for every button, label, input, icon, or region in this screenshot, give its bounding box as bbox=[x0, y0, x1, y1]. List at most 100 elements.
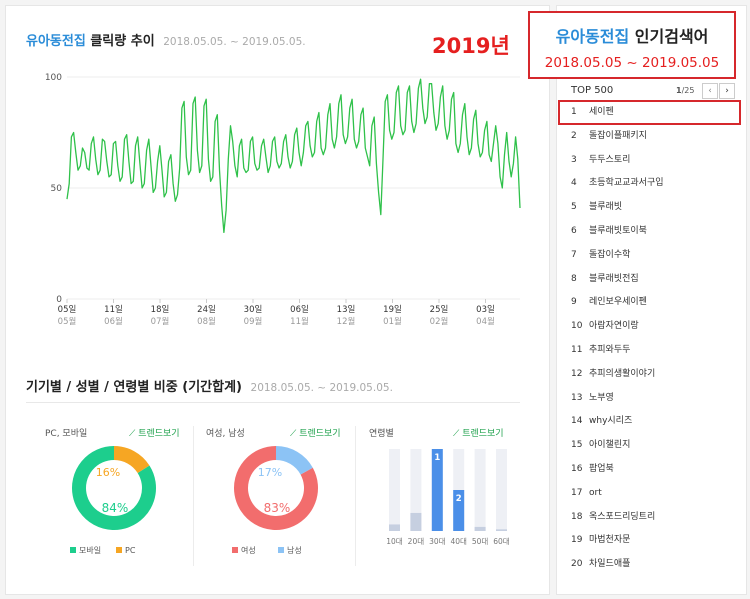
rank-number: 8 bbox=[571, 273, 577, 284]
legend-swatch-mobile bbox=[70, 547, 76, 553]
rank-number: 11 bbox=[571, 344, 583, 355]
chevron-right-icon: › bbox=[725, 86, 729, 96]
list-item[interactable]: 1 세이펜 bbox=[563, 101, 743, 125]
trend-label: 트렌드보기 bbox=[299, 429, 341, 439]
age-bar-label: 10대 bbox=[386, 537, 403, 546]
age-trend-link[interactable]: ⟋ 트렌드보기 bbox=[453, 426, 504, 439]
legend-swatch-female bbox=[232, 547, 238, 553]
age-bar-label: 30대 bbox=[429, 537, 446, 546]
rank-number: 5 bbox=[571, 202, 577, 213]
x-tick-day: 13일 bbox=[337, 305, 356, 315]
pager: 1/25 bbox=[676, 86, 694, 95]
list-item[interactable]: 4 초등학교교과서구입 bbox=[563, 172, 743, 196]
y-tick-label: 100 bbox=[45, 73, 62, 83]
age-bar bbox=[389, 524, 400, 531]
list-item[interactable]: 13 노부영 bbox=[563, 387, 743, 411]
list-item[interactable]: 12 추피의생활이야기 bbox=[563, 363, 743, 387]
rank-number: 10 bbox=[571, 321, 583, 332]
keyword-name: 돌잡이수학 bbox=[589, 249, 631, 260]
donut-slice-female bbox=[234, 446, 318, 530]
list-item[interactable]: 19 마법천자문 bbox=[563, 529, 743, 553]
x-tick-month: 11월 bbox=[290, 316, 309, 327]
list-item[interactable]: 15 아이챌린지 bbox=[563, 434, 743, 458]
gender-label: 여성, 남성 bbox=[206, 429, 245, 439]
list-item[interactable]: 2 돌잡이플패키지 bbox=[563, 125, 743, 149]
list-item[interactable]: 18 옥스포드리딩트리 bbox=[563, 506, 743, 530]
highlight-title: 유아동전집 인기검색어 bbox=[530, 23, 734, 47]
prev-page-button[interactable]: ‹ bbox=[702, 83, 718, 99]
rank-number: 14 bbox=[571, 416, 583, 427]
panel-divider bbox=[355, 426, 356, 566]
list-item[interactable]: 10 아람자연이랑 bbox=[563, 315, 743, 339]
y-tick-label: 50 bbox=[51, 184, 63, 194]
list-item[interactable]: 3 두두스토리 bbox=[563, 149, 743, 173]
x-tick-month: 04월 bbox=[476, 316, 495, 327]
rank-highlight-box bbox=[558, 100, 741, 125]
highlight-keyword: 유아동전집 bbox=[555, 27, 630, 46]
trend-label: 트렌드보기 bbox=[138, 429, 180, 439]
keyword-name: 블루래빗전집 bbox=[589, 273, 639, 284]
keyword-name: 마법천자문 bbox=[589, 535, 631, 546]
list-item[interactable]: 6 블루래빗토이북 bbox=[563, 220, 743, 244]
age-label: 연령별 bbox=[369, 429, 394, 439]
x-tick-month: 08월 bbox=[197, 316, 216, 327]
x-tick-month: 02월 bbox=[430, 316, 449, 327]
click-trend-chart: 10050005일05월11일06월18일07월24일08월30일09월06일1… bbox=[45, 73, 521, 327]
x-tick-month: 09월 bbox=[244, 316, 263, 327]
next-page-button[interactable]: › bbox=[719, 83, 735, 99]
list-item[interactable]: 14 why시리즈 bbox=[563, 410, 743, 434]
device-panel: PC, 모바일 ⟋ 트렌드보기 bbox=[45, 420, 195, 570]
legend-swatch-male bbox=[278, 547, 284, 553]
breakdown-title: 기기별 / 성별 / 연령별 비중 (기간합계) 2018.05.05. ~ 2… bbox=[26, 376, 393, 395]
x-tick-month: 05월 bbox=[58, 316, 77, 327]
highlight-date-range: 2018.05.05 ~ 2019.05.05 bbox=[544, 55, 720, 71]
age-bar bbox=[453, 490, 465, 531]
x-tick-day: 11일 bbox=[104, 305, 123, 315]
right-panel bbox=[556, 5, 747, 595]
keyword-name: 추피의생활이야기 bbox=[589, 368, 656, 379]
device-trend-link[interactable]: ⟋ 트렌드보기 bbox=[129, 426, 180, 439]
list-item[interactable]: 20 차일드애플 bbox=[563, 553, 743, 577]
keyword-name: ort bbox=[589, 487, 602, 498]
rank-number: 13 bbox=[571, 392, 583, 403]
list-item[interactable]: 9 레인보우세이펜 bbox=[563, 291, 743, 315]
list-item[interactable]: 7 돌잡이수학 bbox=[563, 244, 743, 268]
list-item[interactable]: 16 팝업북 bbox=[563, 458, 743, 482]
age-panel: 연령별 ⟋ 트렌드보기 bbox=[369, 420, 519, 570]
rank-number: 9 bbox=[571, 297, 577, 308]
age-bar-label: 50대 bbox=[472, 537, 489, 546]
x-tick-day: 18일 bbox=[151, 305, 170, 315]
keyword-name: 초등학교교과서구입 bbox=[589, 178, 664, 189]
legend-label-female: 여성 bbox=[241, 545, 256, 555]
click-trend-title: 유아동전집 클릭량 추이 2018.05.05. ~ 2019.05.05. bbox=[26, 30, 306, 49]
list-item[interactable]: 11 추피와두두 bbox=[563, 339, 743, 363]
age-rank-badge: 2 bbox=[456, 494, 462, 504]
top-list-header: TOP 500 bbox=[571, 85, 614, 96]
keyword-name: 노부영 bbox=[589, 392, 614, 403]
rank-number: 4 bbox=[571, 178, 577, 189]
keyword-name: 아이챌린지 bbox=[589, 440, 631, 451]
rank-number: 12 bbox=[571, 368, 583, 379]
list-item[interactable]: 8 블루래빗전집 bbox=[563, 268, 743, 292]
legend-label-mobile: 모바일 bbox=[79, 545, 101, 555]
device-label: PC, 모바일 bbox=[45, 429, 88, 439]
highlight-title-rest: 인기검색어 bbox=[634, 27, 709, 46]
keyword-name: 돌잡이플패키지 bbox=[589, 130, 647, 141]
keyword-text: 유아동전집 bbox=[26, 34, 86, 49]
keyword-name: 블루래빗토이북 bbox=[589, 225, 647, 236]
keyword-name: 세이펜 bbox=[589, 107, 614, 117]
gender-trend-link[interactable]: ⟋ 트렌드보기 bbox=[290, 426, 341, 439]
age-bar-label: 60대 bbox=[493, 537, 510, 546]
keyword-name: 추피와두두 bbox=[589, 344, 631, 355]
list-item[interactable]: 5 블루래빗 bbox=[563, 196, 743, 220]
pager-current: 1 bbox=[676, 86, 682, 95]
legend-label-male: 남성 bbox=[287, 546, 302, 555]
age-bar bbox=[474, 526, 486, 531]
list-item[interactable]: 17 ort bbox=[563, 482, 743, 506]
rank-number: 19 bbox=[571, 535, 583, 546]
rank-number: 18 bbox=[571, 511, 583, 522]
x-tick-month: 06월 bbox=[104, 316, 123, 327]
section-divider bbox=[26, 402, 520, 403]
keyword-name: 두두스토리 bbox=[589, 154, 631, 165]
rank-number: 1 bbox=[571, 107, 577, 117]
